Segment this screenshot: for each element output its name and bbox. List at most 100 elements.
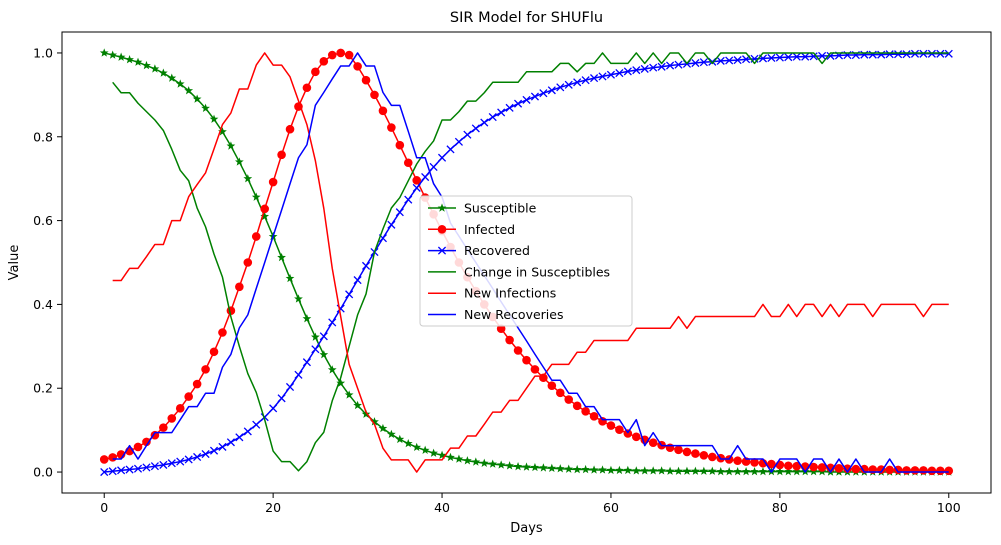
- series-change-in-susceptibles: [112, 52, 949, 472]
- susceptible-point: [378, 423, 388, 433]
- susceptible-point: [631, 466, 641, 475]
- recovered-point: [522, 95, 531, 104]
- legend-label: New Recoveries: [464, 307, 563, 322]
- infected-point: [175, 404, 185, 413]
- infected-point: [944, 466, 954, 476]
- x-axis-title: Days: [510, 521, 543, 536]
- infected-point: [631, 432, 641, 442]
- susceptible-point: [665, 466, 675, 475]
- susceptible-point: [724, 467, 734, 476]
- susceptible-point: [344, 390, 354, 399]
- recovered-point: [294, 370, 303, 379]
- susceptible-point: [108, 50, 118, 59]
- susceptible-point: [251, 192, 261, 201]
- infected-point: [733, 456, 742, 466]
- susceptible-point: [589, 465, 599, 474]
- recovered-point: [674, 60, 683, 69]
- legend-marker: [437, 246, 447, 255]
- series-new-recoveries: [112, 52, 949, 473]
- susceptible-point: [699, 466, 709, 475]
- susceptible-point: [370, 417, 379, 426]
- susceptible-point: [539, 463, 548, 472]
- recovered-point: [640, 64, 649, 73]
- susceptible-point: [150, 64, 160, 73]
- infected-point: [665, 443, 675, 453]
- infected-point: [133, 442, 143, 452]
- plot-frame: [61, 31, 992, 494]
- recovered-point: [598, 72, 607, 81]
- susceptible-point: [488, 459, 498, 468]
- infected-point: [843, 464, 852, 473]
- recovered-point: [218, 442, 227, 451]
- y-axis-title: Value: [7, 245, 22, 281]
- recovered-point: [311, 345, 320, 354]
- recovered-point: [801, 52, 810, 61]
- susceptible-point: [750, 467, 759, 476]
- susceptible-point: [707, 466, 717, 475]
- infected-point: [387, 123, 396, 132]
- recovered-point: [193, 452, 202, 462]
- susceptible-point: [395, 434, 405, 444]
- recovered-point: [927, 49, 936, 58]
- susceptible-point: [99, 48, 109, 57]
- infected-point: [353, 62, 362, 71]
- recovered-point: [513, 99, 523, 108]
- infected-point: [615, 425, 624, 435]
- recovered-point: [437, 153, 447, 162]
- recovered-point: [125, 465, 134, 474]
- recovered-point: [252, 420, 261, 429]
- chart-title: SIR Model for SHUFlu: [450, 10, 603, 26]
- recovered-point: [150, 462, 159, 471]
- recovered-point: [235, 433, 244, 442]
- recovered-point: [285, 382, 295, 392]
- susceptible-point: [226, 141, 236, 150]
- susceptible-point: [555, 464, 565, 473]
- susceptible-point: [547, 463, 557, 472]
- infected-point: [108, 453, 117, 462]
- recovered-point: [885, 50, 894, 59]
- y-tick-label: 0.4: [33, 297, 53, 312]
- recovered-point: [649, 63, 658, 72]
- infected-point: [606, 421, 616, 430]
- recovered-point: [530, 92, 540, 101]
- infected-point: [378, 106, 388, 116]
- recovered-point: [910, 49, 920, 58]
- susceptible-point: [167, 73, 177, 82]
- infected-point: [311, 67, 320, 77]
- infected-point: [581, 406, 590, 416]
- infected-point: [251, 232, 261, 241]
- susceptible-point: [564, 464, 574, 473]
- infected-point: [260, 204, 269, 214]
- susceptible-point: [353, 400, 362, 410]
- y-tick-label: 0.6: [33, 213, 53, 228]
- infected-point: [539, 373, 548, 383]
- susceptible-point: [581, 464, 590, 474]
- susceptible-point: [454, 454, 464, 463]
- recovered-point: [480, 118, 489, 127]
- susceptible-point: [142, 60, 151, 70]
- susceptible-point: [640, 466, 650, 475]
- recovered-point: [412, 183, 421, 192]
- susceptible-point: [310, 332, 320, 341]
- recovered-point: [623, 67, 632, 76]
- recovered-point: [809, 52, 818, 61]
- recovered-point: [902, 50, 911, 59]
- susceptible-point: [648, 466, 658, 475]
- new-infections-line: [112, 52, 949, 473]
- recovered-point: [657, 62, 666, 71]
- infected-point: [547, 381, 557, 391]
- legend-entry-new-recoveries: New Recoveries: [428, 307, 563, 322]
- recovered-point: [226, 438, 235, 447]
- recovered-point: [463, 130, 472, 139]
- susceptible-point: [758, 467, 768, 476]
- recovered-point: [539, 89, 548, 98]
- infected-point: [285, 124, 295, 134]
- susceptible-point: [623, 465, 633, 475]
- infected-point: [767, 459, 776, 469]
- infected-point: [530, 365, 540, 374]
- susceptible-point: [615, 465, 624, 475]
- susceptible-point: [463, 456, 472, 465]
- recovered-point: [666, 61, 675, 70]
- recovered-point: [117, 466, 126, 475]
